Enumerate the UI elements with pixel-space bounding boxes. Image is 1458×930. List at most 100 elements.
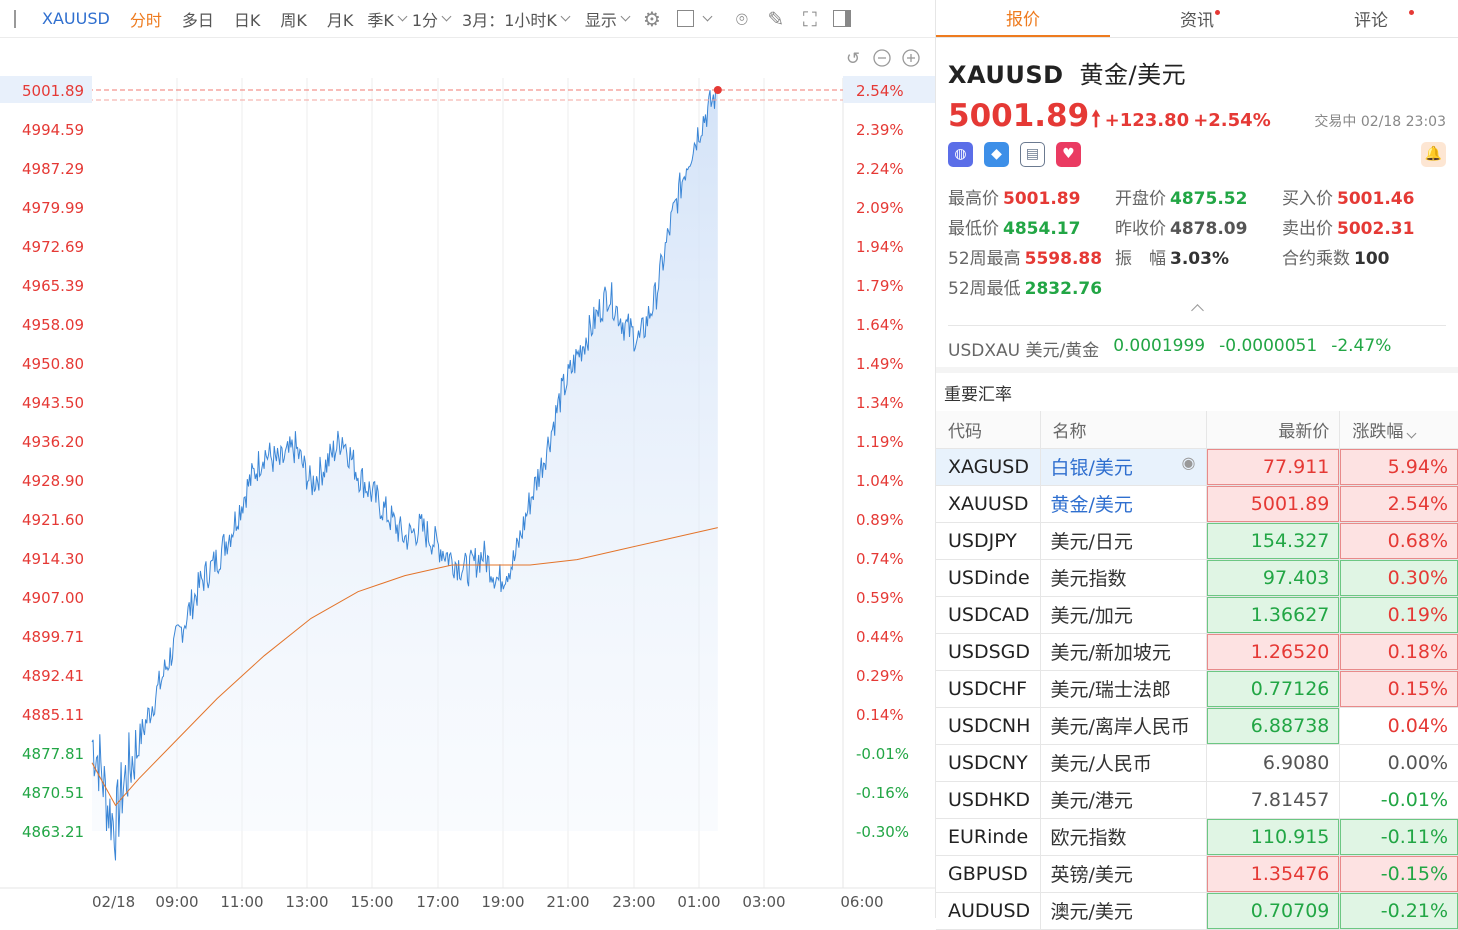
range-dropdown[interactable]: 3月：1小时K (462, 0, 571, 38)
row-pct: -0.15% (1339, 855, 1458, 893)
price-tick-label: 4863.21 (22, 823, 84, 841)
header-name[interactable]: 名称 (1040, 411, 1207, 449)
row-name-label: 美元/人民币 (1050, 753, 1152, 775)
inverse-quote[interactable]: USDXAU 美元/黄金 0.0001999 -0.0000051 -2.47% (948, 325, 1446, 367)
chevron-down-icon (620, 11, 631, 22)
fx-table: 代码 名称 最新价 涨跌幅 XAGUSD 白银/美元 ◉ 77.911 5.94% XAU… (936, 411, 1458, 930)
sidebar-toggle-icon[interactable] (829, 6, 855, 32)
heart-icon[interactable]: ♥ (1056, 141, 1081, 167)
zoom-in-icon[interactable] (902, 49, 920, 67)
stat-value: 5002.31 (1337, 219, 1415, 239)
row-name: 美元/人民币 (1040, 744, 1207, 782)
stat-item: 最低价 4854.17 (948, 214, 1115, 239)
row-name: 英镑/美元 (1040, 855, 1207, 893)
tab-news[interactable]: 资讯 (1110, 0, 1284, 37)
checkbox-icon[interactable] (673, 6, 699, 32)
table-row[interactable]: USDCAD 美元/加元 1.36627 0.19% (936, 596, 1458, 634)
row-name-label: 白银/美元 (1050, 457, 1133, 479)
table-row[interactable]: GBPUSD 英镑/美元 1.35476 -0.15% (936, 855, 1458, 893)
tab-comments[interactable]: 评论 (1284, 0, 1458, 37)
gear-icon[interactable]: ⚙ (642, 6, 661, 31)
pct-tick-label: 0.44% (856, 628, 904, 646)
stat-item: 昨收价 4878.09 (1115, 214, 1282, 239)
zoom-out-icon[interactable] (873, 49, 891, 67)
table-row[interactable]: USDCNY 美元/人民币 6.9080 0.00% (936, 744, 1458, 782)
camera-icon[interactable]: ⌾ (735, 6, 748, 31)
average-line (91, 527, 718, 807)
row-price: 1.36627 (1206, 596, 1341, 634)
price-tick-label: 4928.90 (22, 472, 84, 490)
tag-icon[interactable]: ◆ (984, 141, 1009, 167)
pct-tick-label: 1.04% (856, 472, 904, 490)
pct-tick-label: 0.89% (856, 511, 904, 529)
row-price: 97.403 (1206, 559, 1341, 597)
reset-icon[interactable]: ↺ (846, 49, 860, 69)
inverse-change: -0.0000051 (1219, 336, 1318, 356)
time-tick-label: 15:00 (350, 893, 393, 911)
table-row[interactable]: USDSGD 美元/新加坡元 1.26520 0.18% (936, 633, 1458, 671)
chevron-down-icon[interactable] (702, 11, 713, 22)
display-dropdown[interactable]: 显示 (585, 0, 631, 38)
row-price: 0.77126 (1206, 670, 1341, 708)
collapse-chevron-icon[interactable] (948, 299, 1446, 321)
time-tick-label: 21:00 (546, 893, 589, 911)
tab-monthly-k[interactable]: 月K (326, 10, 354, 30)
interval-dropdown[interactable]: 1分 (412, 0, 452, 38)
pct-tick-label: 2.24% (856, 160, 904, 178)
table-row[interactable]: USDCNH 美元/离岸人民币 6.88738 0.04% (936, 707, 1458, 745)
row-name: 黄金/美元 (1040, 485, 1207, 523)
eye-icon[interactable]: ◉ (1181, 453, 1196, 472)
row-price: 1.26520 (1206, 633, 1341, 671)
price-chart[interactable]: 5001.89 4994.59 4987.29 4979.99 4972.69 4965.… (0, 38, 935, 918)
header-code[interactable]: 代码 (936, 411, 1041, 449)
fullscreen-icon[interactable]: ⛶ (802, 6, 817, 31)
row-code: USDSGD (936, 633, 1041, 671)
symbol-label[interactable]: XAUUSD (42, 9, 110, 28)
row-pct: 5.94% (1339, 448, 1458, 486)
row-pct: 0.19% (1339, 596, 1458, 634)
stat-item: 振 幅 3.03% (1115, 244, 1282, 269)
table-row[interactable]: AUDUSD 澳元/美元 0.70709 -0.21% (936, 892, 1458, 930)
tab-multiday[interactable]: 多日 (181, 10, 214, 30)
season-k-dropdown[interactable]: 季K (367, 0, 408, 38)
row-pct: 0.30% (1339, 559, 1458, 597)
tab-weekly-k[interactable]: 周K (280, 10, 307, 30)
globe-icon[interactable]: ◍ (948, 141, 973, 167)
row-name: 欧元指数 (1040, 818, 1207, 856)
header-pct[interactable]: 涨跌幅 (1339, 411, 1458, 449)
panel-toggle-icon[interactable] (14, 9, 32, 28)
price-tick-label: 4907.00 (22, 589, 84, 607)
time-tick-label: 11:00 (220, 893, 263, 911)
row-name: 白银/美元 ◉ (1040, 448, 1207, 486)
stat-value: 3.03% (1170, 249, 1229, 269)
price-tick-label: 4994.59 (22, 121, 84, 139)
price-tick-label: 4987.29 (22, 160, 84, 178)
row-code: GBPUSD (936, 855, 1041, 893)
stat-label: 买入价 (1282, 189, 1333, 209)
table-row[interactable]: XAGUSD 白银/美元 ◉ 77.911 5.94% (936, 448, 1458, 486)
pct-tick-label: 2.39% (856, 121, 904, 139)
note-icon[interactable]: ▤ (1020, 141, 1045, 167)
table-row[interactable]: USDHKD 美元/港元 7.81457 -0.01% (936, 781, 1458, 819)
stat-value: 4854.17 (1003, 219, 1081, 239)
row-pct: -0.21% (1339, 892, 1458, 930)
price-line (91, 88, 719, 861)
action-icons: ◍ ◆ ▤ ♥ 🔔 (948, 140, 1446, 168)
price-tick-label: 4914.30 (22, 550, 84, 568)
pencil-icon[interactable]: ✎ (767, 6, 785, 31)
table-row[interactable]: USDJPY 美元/日元 154.327 0.68% (936, 522, 1458, 560)
table-row[interactable]: EURinde 欧元指数 110.915 -0.11% (936, 818, 1458, 856)
pct-tick-label: 0.14% (856, 706, 904, 724)
time-tick-label: 23:00 (612, 893, 655, 911)
table-row[interactable]: USDCHF 美元/瑞士法郎 0.77126 0.15% (936, 670, 1458, 708)
header-price[interactable]: 最新价 (1206, 411, 1341, 449)
trading-status: 交易中 02/18 23:03 (1314, 114, 1446, 130)
tab-quote[interactable]: 报价 (936, 0, 1110, 37)
table-row[interactable]: USDinde 美元指数 97.403 0.30% (936, 559, 1458, 597)
price-tick-label: 4972.69 (22, 238, 84, 256)
tab-daily-k[interactable]: 日K (233, 10, 261, 30)
bell-icon[interactable]: 🔔 (1421, 141, 1446, 167)
table-row[interactable]: XAUUSD 黄金/美元 5001.89 2.54% (936, 485, 1458, 523)
row-price: 5001.89 (1206, 485, 1341, 523)
tab-fenshi[interactable]: 分时 (129, 10, 162, 30)
